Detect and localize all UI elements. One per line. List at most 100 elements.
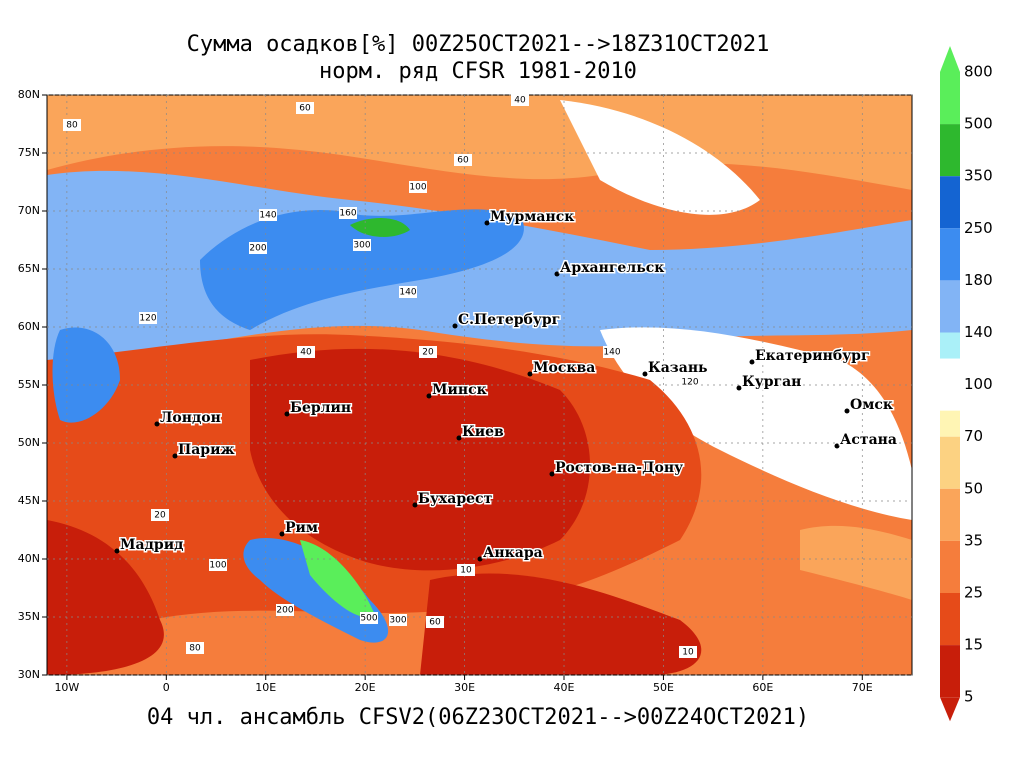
contour-label: 300 — [389, 616, 406, 626]
y-tick-label: 65N — [18, 262, 40, 275]
colorbar-band — [940, 540, 960, 593]
city-marker — [554, 271, 560, 277]
colorbar-band — [940, 176, 960, 229]
city-label: Бухарест — [418, 491, 493, 507]
contour-label-bg — [681, 376, 699, 388]
colorbar-band — [940, 124, 960, 177]
footer: 04 чл. ансамбль CFSV2(06Z23OCT2021-->00Z… — [147, 705, 809, 730]
colorbar-label: 35 — [964, 531, 983, 549]
city-label: Ростов-на-Дону — [555, 460, 683, 476]
contour-label: 80 — [66, 121, 78, 131]
contour-label-bg — [399, 286, 417, 298]
colorbar-label: 250 — [964, 219, 993, 237]
y-tick-label: 50N — [18, 436, 40, 449]
contour-label-bg — [63, 119, 81, 131]
contour-label: 140 — [259, 211, 276, 221]
city-label: С.Петербург — [458, 312, 560, 328]
city-marker — [642, 371, 648, 377]
contour-label-bg — [297, 346, 315, 358]
colorbar-label: 25 — [964, 584, 983, 602]
y-tick-label: 80N — [18, 88, 40, 101]
city-marker — [527, 371, 533, 377]
contour-label: 40 — [514, 96, 526, 106]
colorbar-band — [940, 436, 960, 489]
city-marker — [279, 531, 285, 537]
contour-label-bg — [360, 612, 378, 624]
contour-label: 60 — [457, 156, 469, 166]
contour-label: 20 — [154, 511, 166, 521]
y-tick-label: 55N — [18, 378, 40, 391]
city-marker — [426, 393, 432, 399]
contour-label: 40 — [300, 348, 312, 358]
contour-label: 10 — [460, 566, 472, 576]
contour-label: 140 — [399, 288, 416, 298]
colorbar-label: 70 — [964, 427, 983, 445]
colorbar-label: 15 — [964, 636, 983, 654]
contour-label-bg — [511, 94, 529, 106]
contour-label: 10 — [682, 648, 694, 658]
colorbar-label: 500 — [964, 115, 993, 133]
colorbar-band — [940, 488, 960, 541]
city-marker — [172, 453, 178, 459]
city-marker — [452, 323, 458, 329]
city-marker — [154, 421, 160, 427]
city-marker — [477, 556, 483, 562]
colorbar-band — [940, 280, 960, 333]
subtitle: норм. ряд CFSR 1981-2010 — [319, 59, 637, 84]
contour-label: 60 — [299, 104, 311, 114]
contour-label: 100 — [409, 183, 426, 193]
contour-label: 20 — [422, 348, 434, 358]
contour-label-bg — [419, 346, 437, 358]
city-label: Лондон — [160, 410, 221, 426]
title: Сумма осадков[%] 00Z25OCT2021-->18Z31OCT… — [187, 32, 770, 57]
colorbar-band — [940, 72, 960, 125]
contour-label: 120 — [681, 378, 698, 388]
x-tick-label: 40E — [554, 681, 575, 694]
contour-label-bg — [151, 509, 169, 521]
city-label: Казань — [648, 360, 708, 376]
city-label: Париж — [178, 442, 235, 458]
colorbar-band — [940, 228, 960, 281]
city-label: Омск — [850, 397, 893, 413]
colorbar-label: 180 — [964, 271, 993, 289]
x-tick-label: 10E — [255, 681, 276, 694]
city-marker — [736, 385, 742, 391]
contour-label-bg — [603, 346, 621, 358]
contour-label-bg — [679, 646, 697, 658]
city-marker — [549, 471, 555, 477]
colorbar-label: 140 — [964, 323, 993, 341]
contour-label-bg — [426, 616, 444, 628]
contour-label-bg — [454, 154, 472, 166]
contour-label: 140 — [603, 348, 620, 358]
y-tick-label: 75N — [18, 146, 40, 159]
contour-label: 100 — [209, 561, 226, 571]
colorbar-cap — [940, 697, 960, 722]
contour-label-bg — [276, 604, 294, 616]
contour-label-bg — [457, 564, 475, 576]
colorbar-band — [940, 410, 960, 437]
contour-label-bg — [186, 642, 204, 654]
contour-label: 160 — [339, 209, 356, 219]
x-tick-label: 70E — [852, 681, 873, 694]
city-marker — [749, 359, 755, 365]
colorbar-label: 5 — [964, 688, 974, 706]
colorbar-cap — [940, 46, 960, 72]
contour-label-bg — [409, 181, 427, 193]
contour-label-bg — [259, 209, 277, 221]
x-tick-label: 50E — [653, 681, 674, 694]
city-marker — [284, 411, 290, 417]
contour-label-bg — [209, 559, 227, 571]
colorbar-label: 350 — [964, 167, 993, 185]
y-tick-label: 70N — [18, 204, 40, 217]
contour-label: 60 — [429, 618, 441, 628]
city-label: Минск — [432, 382, 487, 398]
contour-label: 120 — [139, 314, 156, 324]
contour-label-bg — [249, 242, 267, 254]
city-label: Мурманск — [490, 209, 574, 225]
y-tick-label: 35N — [18, 610, 40, 623]
contour-label-bg — [339, 207, 357, 219]
city-label: Берлин — [290, 400, 351, 416]
city-marker — [114, 548, 120, 554]
y-tick-label: 30N — [18, 668, 40, 681]
